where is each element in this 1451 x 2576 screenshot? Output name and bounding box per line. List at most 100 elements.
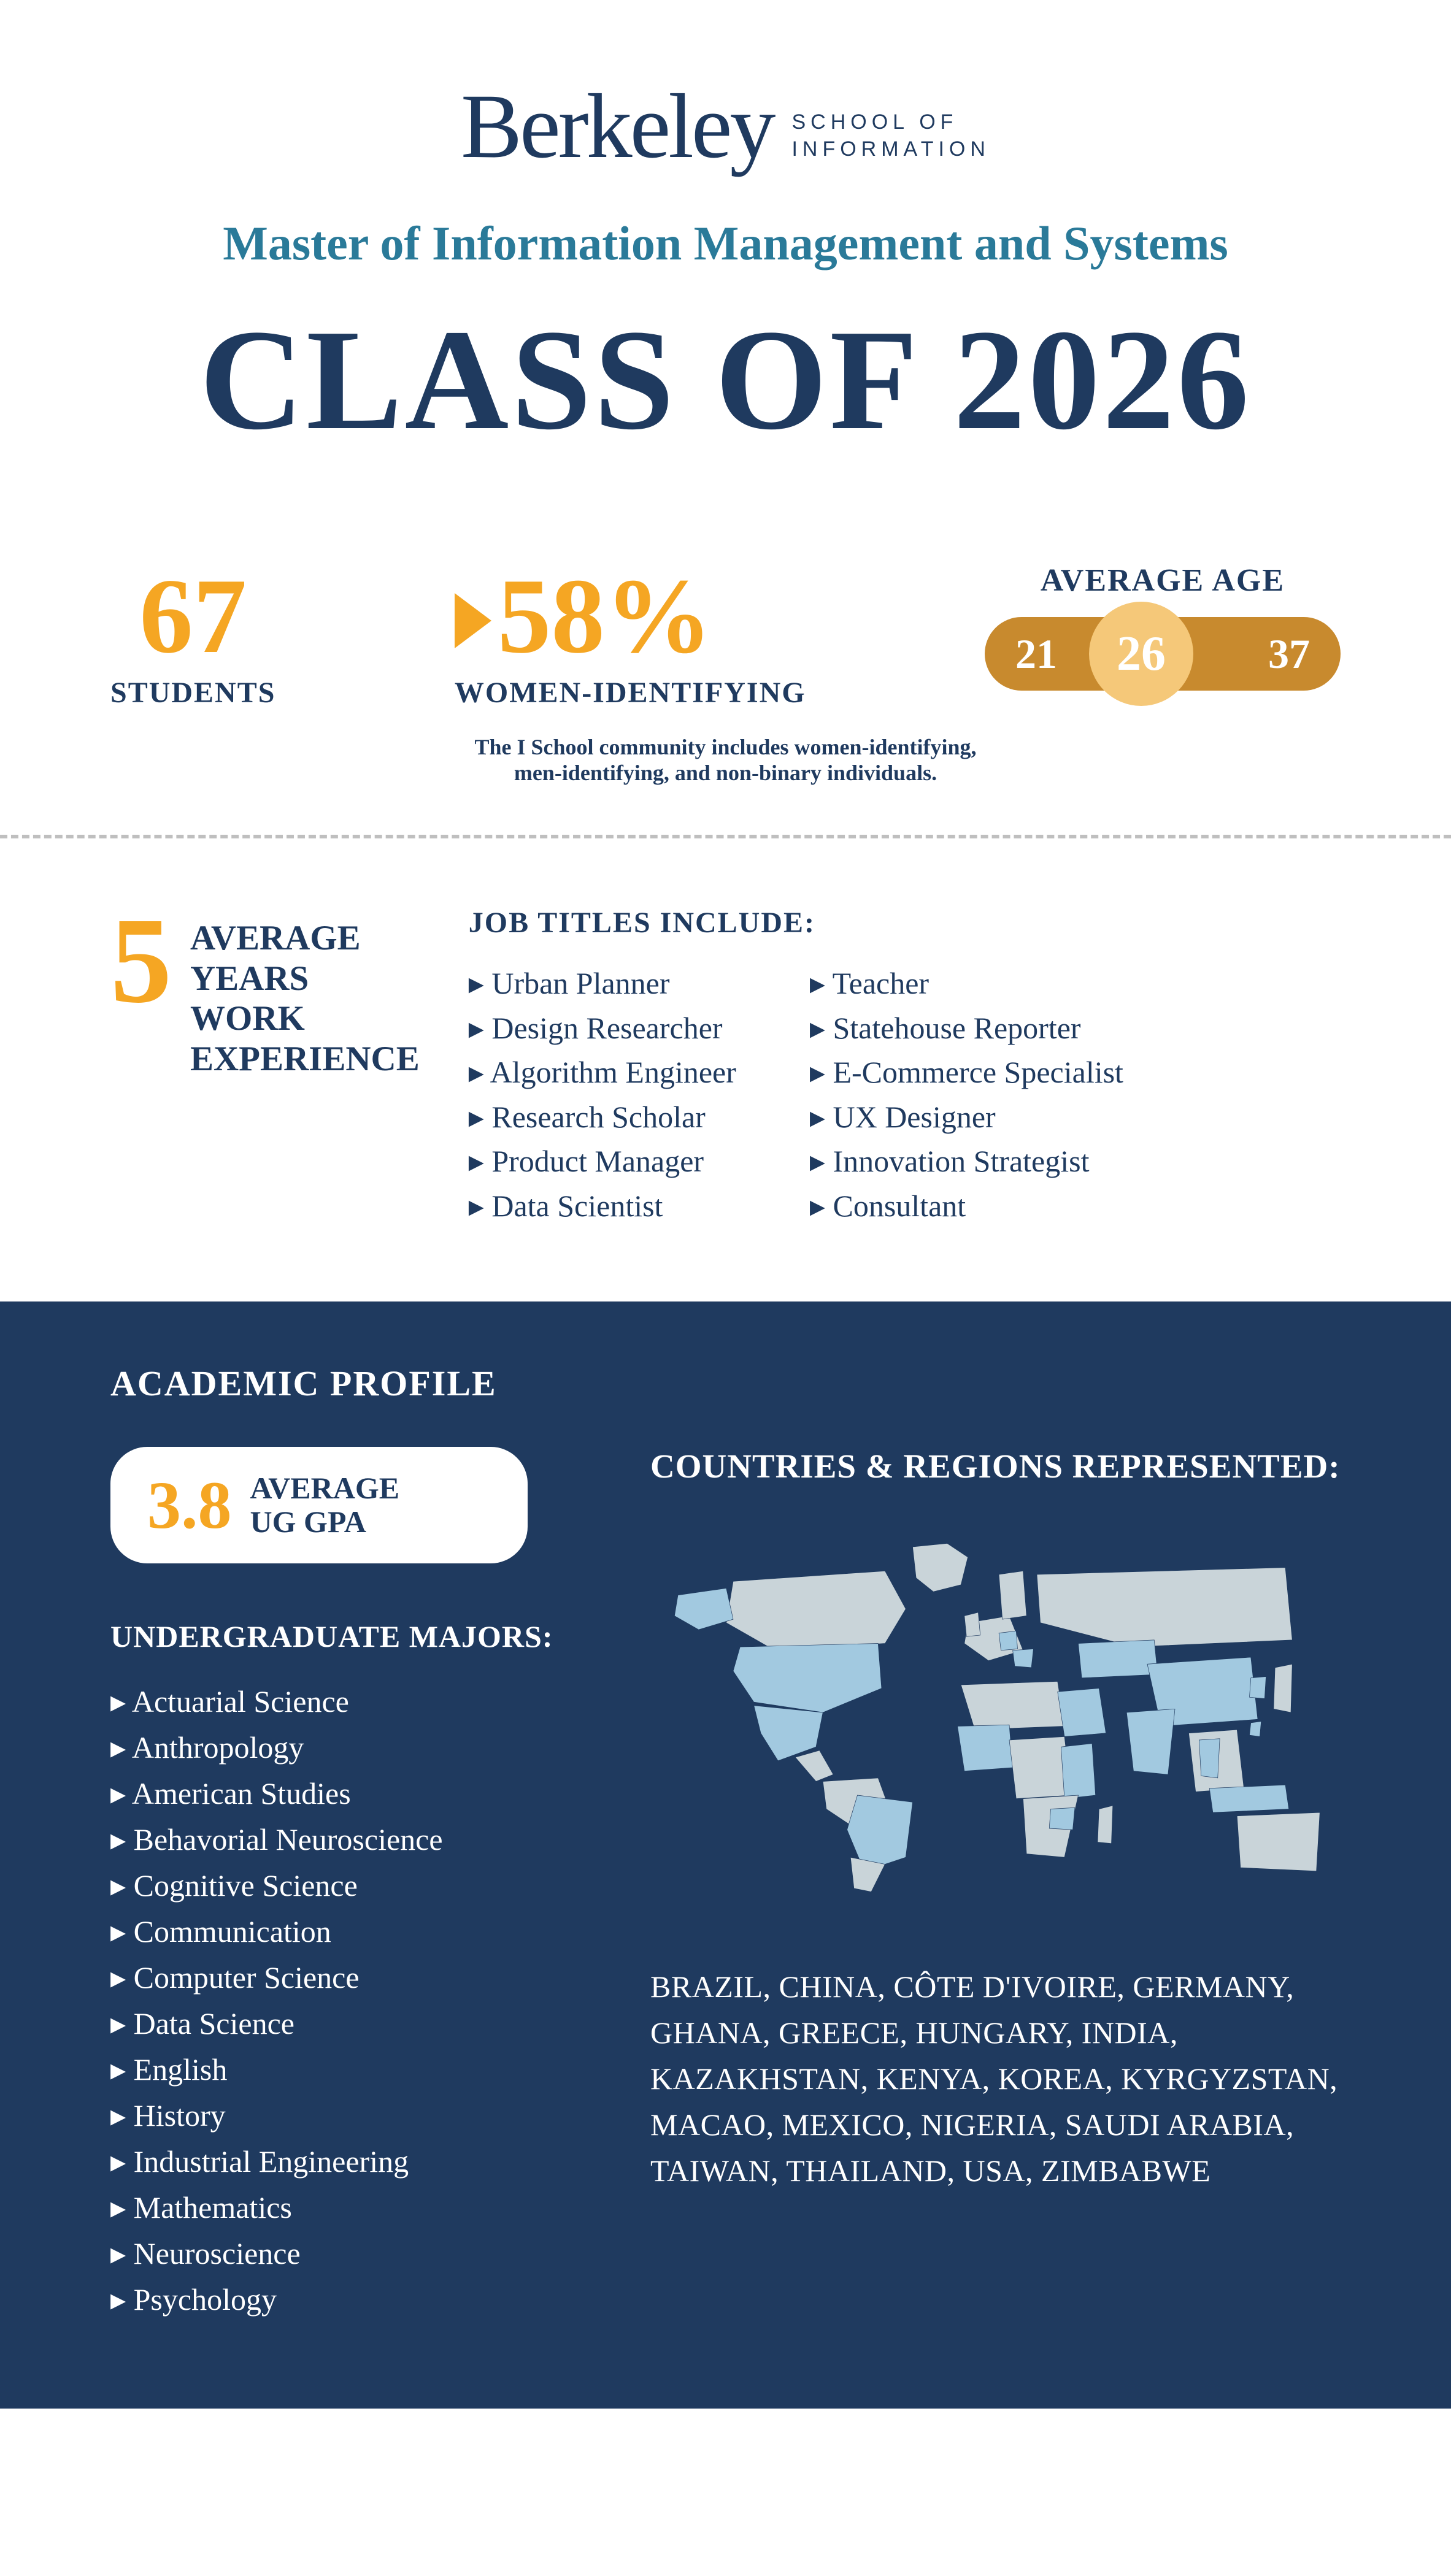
map-uk: [964, 1612, 980, 1636]
age-max: 37: [1268, 630, 1310, 678]
list-item: Data Scientist: [469, 1184, 736, 1229]
list-item: Innovation Strategist: [810, 1139, 1123, 1184]
students-number: 67: [110, 562, 275, 670]
majors-heading: UNDERGRADUATE MAJORS:: [110, 1619, 589, 1654]
map-taiwan: [1250, 1722, 1261, 1737]
list-item: Consultant: [810, 1184, 1123, 1229]
work-years-block: 5 AVERAGE YEARS WORK EXPERIENCE: [110, 906, 420, 1228]
list-item: Research Scholar: [469, 1095, 736, 1140]
map-west-africa: [958, 1725, 1013, 1771]
program-title: Master of Information Management and Sys…: [110, 216, 1341, 271]
women-label: WOMEN-IDENTIFYING: [455, 676, 806, 710]
list-item: Urban Planner: [469, 961, 736, 1006]
class-of-title: CLASS OF 2026: [110, 308, 1341, 452]
list-item: Cognitive Science: [110, 1863, 589, 1909]
age-stat: AVERAGE AGE 21 26 37: [985, 562, 1341, 691]
infographic-page: Berkeley SCHOOL OF INFORMATION Master of…: [0, 0, 1451, 2409]
students-label: STUDENTS: [110, 676, 275, 710]
map-germany: [999, 1631, 1017, 1650]
women-number: 58%: [498, 562, 712, 670]
work-years-number: 5: [110, 906, 172, 1016]
list-item: Industrial Engineering: [110, 2139, 589, 2185]
list-item: English: [110, 2047, 589, 2093]
list-item: Neuroscience: [110, 2231, 589, 2277]
majors-list: Actuarial ScienceAnthropologyAmerican St…: [110, 1679, 589, 2323]
academic-profile-section: ACADEMIC PROFILE 3.8 AVERAGE UG GPA UNDE…: [0, 1301, 1451, 2409]
academic-right-col: COUNTRIES & REGIONS REPRESENTED:: [650, 1447, 1341, 2323]
gpa-number: 3.8: [147, 1466, 232, 1544]
berkeley-wordmark: Berkeley: [461, 74, 773, 179]
work-label-4: EXPERIENCE: [190, 1039, 420, 1079]
map-central-america: [795, 1750, 833, 1782]
work-label-1: AVERAGE: [190, 918, 420, 959]
brand-sub-line1: SCHOOL OF: [791, 109, 990, 136]
map-usa: [733, 1644, 882, 1713]
academic-profile-heading: ACADEMIC PROFILE: [110, 1363, 1341, 1404]
work-years-label: AVERAGE YEARS WORK EXPERIENCE: [190, 918, 420, 1079]
students-stat: 67 STUDENTS: [110, 562, 275, 710]
job-titles-col1: Urban PlannerDesign ResearcherAlgorithm …: [469, 961, 736, 1228]
age-min: 21: [1015, 630, 1057, 678]
gpa-label-2: UG GPA: [250, 1505, 400, 1539]
map-greece-hungary: [1013, 1649, 1034, 1668]
list-item: Statehouse Reporter: [810, 1006, 1123, 1051]
age-avg: 26: [1117, 626, 1166, 682]
map-india: [1126, 1709, 1175, 1774]
academic-grid: 3.8 AVERAGE UG GPA UNDERGRADUATE MAJORS:…: [110, 1447, 1341, 2323]
list-item: Mathematics: [110, 2185, 589, 2231]
list-item: Algorithm Engineer: [469, 1050, 736, 1095]
list-item: Design Researcher: [469, 1006, 736, 1051]
world-map: [650, 1522, 1341, 1903]
list-item: Computer Science: [110, 1955, 589, 2001]
map-east-africa: [1061, 1744, 1095, 1799]
list-item: Product Manager: [469, 1139, 736, 1184]
map-japan: [1274, 1664, 1292, 1712]
age-title: AVERAGE AGE: [985, 562, 1341, 599]
countries-list-text: BRAZIL, CHINA, CÔTE D'IVOIRE, GERMANY, G…: [650, 1964, 1341, 2194]
list-item: Behavorial Neuroscience: [110, 1817, 589, 1863]
map-russia: [1037, 1568, 1292, 1647]
job-titles-heading: JOB TITLES INCLUDE:: [469, 906, 1341, 940]
list-item: Teacher: [810, 961, 1123, 1006]
academic-left-col: 3.8 AVERAGE UG GPA UNDERGRADUATE MAJORS:…: [110, 1447, 589, 2323]
map-madagascar: [1098, 1806, 1113, 1844]
map-alaska: [674, 1589, 733, 1630]
header-section: Berkeley SCHOOL OF INFORMATION Master of…: [0, 0, 1451, 501]
list-item: Actuarial Science: [110, 1679, 589, 1725]
gpa-pill: 3.8 AVERAGE UG GPA: [110, 1447, 528, 1563]
logo-row: Berkeley SCHOOL OF INFORMATION: [110, 74, 1341, 179]
gpa-label-1: AVERAGE: [250, 1471, 400, 1505]
age-range-pill: 21 26 37: [985, 617, 1341, 691]
list-item: Psychology: [110, 2277, 589, 2323]
work-experience-section: 5 AVERAGE YEARS WORK EXPERIENCE JOB TITL…: [0, 838, 1451, 1301]
map-indonesia: [1209, 1785, 1288, 1812]
list-item: Data Science: [110, 2001, 589, 2047]
world-map-svg: [650, 1522, 1341, 1903]
map-korea: [1250, 1677, 1266, 1699]
map-greenland: [913, 1543, 968, 1592]
brand-sub-line2: INFORMATION: [791, 136, 990, 163]
triangle-right-icon: [455, 593, 491, 648]
list-item: Communication: [110, 1909, 589, 1955]
map-saudi-arabia: [1058, 1689, 1106, 1737]
job-titles-columns: Urban PlannerDesign ResearcherAlgorithm …: [469, 961, 1341, 1228]
countries-heading: COUNTRIES & REGIONS REPRESENTED:: [650, 1447, 1341, 1485]
women-stat: 58% WOMEN-IDENTIFYING: [455, 562, 806, 710]
work-label-2: YEARS: [190, 959, 420, 999]
work-label-3: WORK: [190, 999, 420, 1039]
list-item: Anthropology: [110, 1725, 589, 1771]
job-titles-col2: TeacherStatehouse ReporterE-Commerce Spe…: [810, 961, 1123, 1228]
map-canada: [726, 1571, 906, 1650]
map-kazakhstan: [1079, 1640, 1158, 1678]
list-item: UX Designer: [810, 1095, 1123, 1140]
age-avg-circle: 26: [1089, 602, 1193, 706]
map-thailand: [1199, 1739, 1220, 1778]
map-zimbabwe: [1049, 1807, 1075, 1830]
list-item: E-Commerce Specialist: [810, 1050, 1123, 1095]
stats-row: 67 STUDENTS 58% WOMEN-IDENTIFYING AVERAG…: [0, 501, 1451, 734]
map-australia: [1237, 1812, 1320, 1871]
footnote-text: The I School community includes women-id…: [0, 734, 1451, 835]
map-central-africa: [1009, 1736, 1071, 1798]
map-scandinavia: [999, 1571, 1026, 1619]
job-titles-block: JOB TITLES INCLUDE: Urban PlannerDesign …: [469, 906, 1341, 1228]
